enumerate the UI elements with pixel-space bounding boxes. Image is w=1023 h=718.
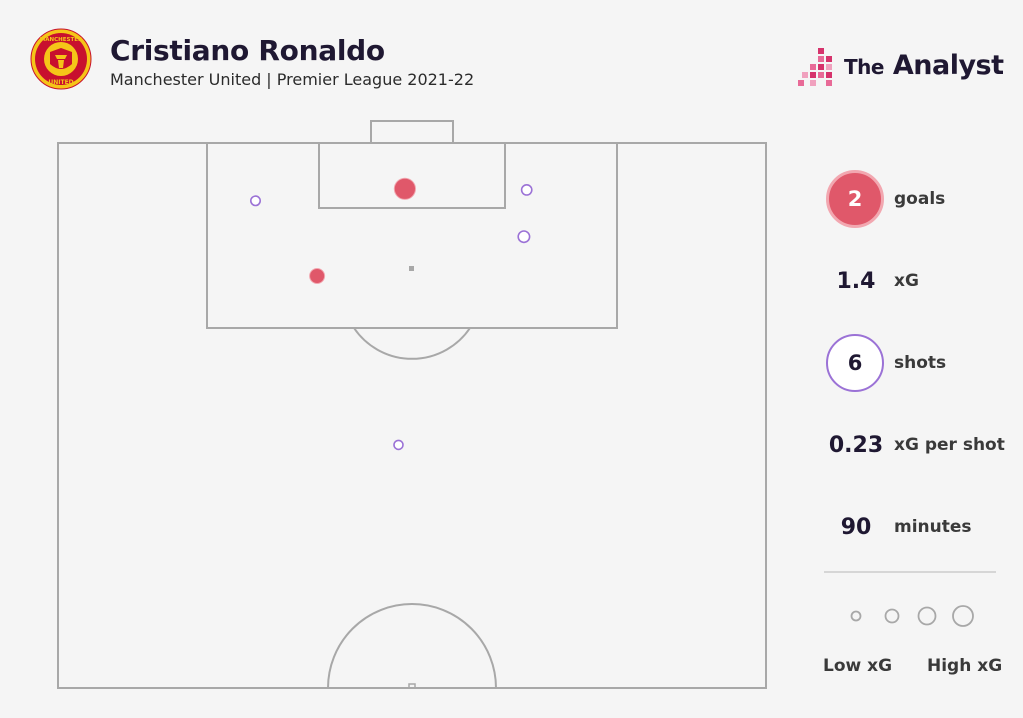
shots-layer	[250, 177, 533, 451]
minutes-value: 90	[840, 514, 872, 540]
center-circle	[327, 603, 497, 689]
goal-shot-marker	[393, 177, 416, 200]
page-title: Cristiano Ronaldo	[110, 34, 385, 67]
pitch-lines	[57, 120, 767, 689]
pitch-outline	[57, 142, 767, 689]
xg-size-legend	[850, 605, 974, 627]
legend-circle-4	[952, 605, 974, 627]
stat-minutes: 90 minutes	[800, 498, 1020, 558]
goals-badge: 2	[826, 170, 884, 228]
shot-marker	[250, 195, 262, 207]
shot-marker	[520, 183, 533, 196]
stats-divider	[824, 571, 996, 573]
shot-marker	[393, 439, 404, 451]
page-subtitle: Manchester United | Premier League 2021-…	[110, 70, 475, 89]
stat-goals: 2 goals	[800, 170, 1020, 230]
svg-text:MANCHESTER: MANCHESTER	[40, 37, 83, 43]
brand-wordmark: Analyst	[892, 50, 1004, 81]
brand-logo: The Analyst	[796, 46, 1008, 90]
penalty-spot	[409, 266, 414, 271]
brand-name: The Analyst	[844, 50, 1004, 81]
analyst-logo-icon	[798, 48, 832, 86]
manchester-united-crest-icon: MANCHESTER UNITED	[30, 28, 92, 90]
minutes-label: minutes	[894, 517, 972, 537]
goal-shot-marker	[309, 268, 326, 284]
six-yard-box	[318, 142, 506, 209]
shot-marker	[517, 230, 531, 244]
legend-circle-3	[917, 606, 937, 626]
xg-label: xG	[894, 271, 919, 291]
legend-circle-1	[850, 610, 862, 622]
legend-circle-2	[884, 608, 900, 624]
penalty-arc	[353, 327, 471, 360]
goal	[370, 120, 454, 144]
legend-high-xg: High xG	[927, 656, 1003, 676]
svg-text:UNITED: UNITED	[48, 79, 73, 86]
stat-xg-per-shot: 0.23 xG per shot	[800, 416, 1020, 476]
stat-xg: 1.4 xG	[800, 252, 1020, 312]
brand-prefix: The	[844, 55, 884, 79]
center-spot	[408, 683, 416, 689]
xg-value: 1.4	[836, 268, 876, 294]
shots-label: shots	[894, 353, 947, 373]
stats-panel: 2 goals 1.4 xG 6 shots 0.23 xG per shot …	[800, 0, 1020, 718]
xg-per-shot-value: 0.23	[828, 432, 884, 458]
shot-map-pitch	[57, 120, 767, 689]
header: MANCHESTER UNITED Cristiano Ronaldo Manc…	[0, 0, 1023, 110]
legend-low-xg: Low xG	[823, 656, 893, 676]
stat-shots: 6 shots	[800, 334, 1020, 394]
penalty-area	[206, 142, 618, 329]
xg-per-shot-label: xG per shot	[894, 435, 1005, 455]
shots-badge: 6	[826, 334, 884, 392]
goals-label: goals	[894, 189, 946, 209]
